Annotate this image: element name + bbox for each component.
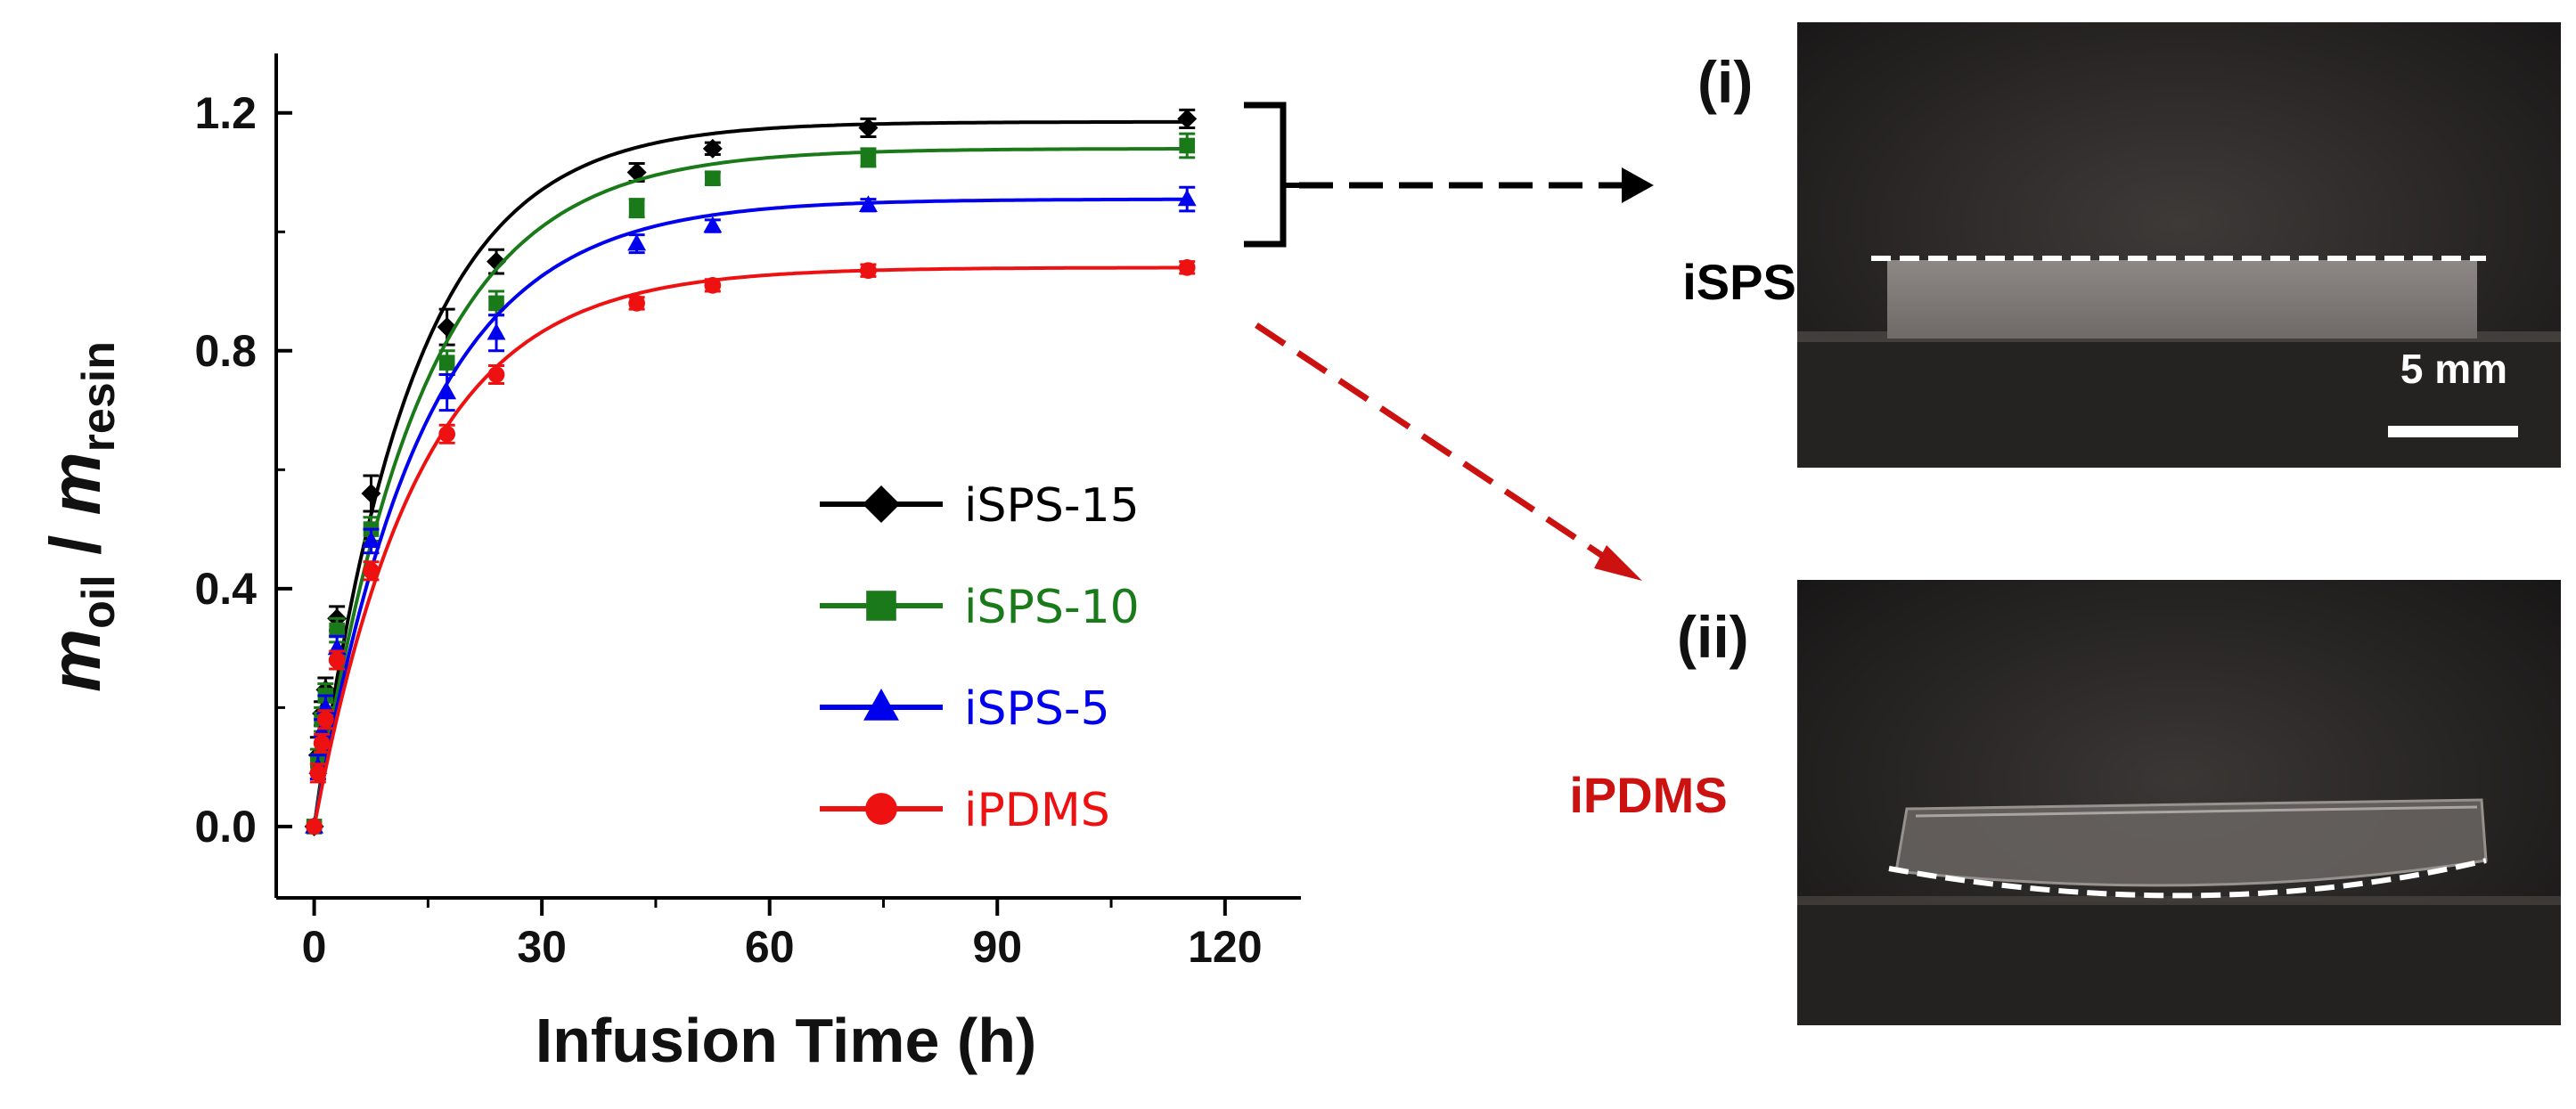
data-point	[487, 322, 506, 340]
ipdms-curved-surface-line	[1888, 858, 2487, 899]
data-point	[628, 295, 645, 312]
data-point	[628, 200, 645, 216]
ipdms-sample-highlight	[1915, 805, 2478, 818]
red-dashed-arrow	[1255, 322, 1619, 568]
ipdms-sample	[1894, 798, 2488, 887]
data-point	[487, 366, 505, 383]
data-point	[1177, 109, 1198, 129]
y-axis-ticks: 0.0 0.4 0.8 1.2	[194, 88, 292, 852]
legend-entry: iSPS-15	[820, 479, 1140, 533]
legend-entry: iSPS-10	[820, 581, 1140, 634]
scale-bar	[2388, 426, 2518, 437]
y-axis-title-sub1: oil	[73, 575, 125, 629]
y-axis-title: moil / mresin	[36, 341, 125, 692]
data-point	[860, 262, 877, 280]
uptake-chart: 0.0 0.4 0.8 1.2 0 30 60 90 120 Infusion Time (h…	[36, 53, 1301, 1075]
legend-marker	[863, 689, 899, 721]
data-point	[1178, 258, 1196, 276]
data-point	[702, 138, 723, 159]
panel-label-i: (i)	[1697, 49, 1753, 115]
photo-bottom-floor-edge	[1797, 896, 2561, 905]
fit-curve	[312, 147, 1188, 828]
sample-label-ipdms: iPDMS	[1569, 767, 1727, 823]
chart-axes	[274, 53, 1301, 900]
isps-sample	[1887, 260, 2477, 338]
legend-marker	[865, 793, 897, 825]
series-iPDMS	[306, 258, 1196, 836]
y-tick-label: 0.0	[194, 802, 257, 852]
y-axis-title-m1: m	[36, 629, 115, 692]
data-point	[487, 251, 507, 272]
x-tick-label: 120	[1188, 922, 1262, 972]
fit-curve	[312, 119, 1188, 828]
x-tick-label: 0	[302, 922, 327, 972]
data-point	[488, 295, 504, 312]
black-arrowhead	[1622, 167, 1654, 203]
y-axis-title-m2: m	[36, 452, 115, 515]
data-point	[306, 818, 323, 836]
legend-label: iSPS-10	[964, 581, 1140, 634]
x-axis-ticks: 0 30 60 90 120	[302, 898, 1263, 972]
photo-top-floor	[1797, 337, 2561, 468]
chart-legend: iSPS-15 iSPS-10 iSPS-5 iPDMS	[820, 479, 1140, 837]
data-point	[309, 764, 327, 782]
legend-label: iSPS-15	[964, 479, 1140, 533]
data-point	[329, 622, 345, 639]
photo-panel-top: 5 mm	[1797, 22, 2561, 468]
data-point	[858, 118, 879, 138]
data-point	[313, 735, 331, 752]
x-axis-title: Infusion Time (h)	[536, 1006, 1037, 1075]
x-tick-label: 30	[517, 922, 567, 972]
data-point	[705, 170, 721, 186]
photo-bottom-floor	[1797, 901, 2561, 1025]
panel-label-ii: (ii)	[1677, 604, 1749, 670]
legend-marker	[866, 591, 896, 621]
data-point	[1179, 137, 1196, 154]
data-point	[1177, 189, 1197, 207]
data-point	[437, 317, 457, 338]
data-point	[438, 355, 455, 371]
red-arrowhead	[1594, 545, 1642, 581]
series-layer	[304, 108, 1198, 836]
y-tick-label: 0.4	[194, 564, 257, 614]
legend-label: iPDMS	[964, 784, 1110, 837]
data-point	[438, 382, 457, 400]
data-point	[703, 216, 723, 233]
data-point	[438, 425, 456, 443]
y-tick-label: 1.2	[194, 88, 257, 138]
legend-entry: iSPS-5	[820, 682, 1110, 736]
legend-label: iSPS-5	[964, 682, 1110, 736]
data-point	[362, 531, 380, 549]
legend-marker	[863, 485, 900, 523]
sample-label-isps: iSPS	[1682, 254, 1796, 310]
photo-panel-bottom	[1797, 580, 2561, 1025]
bracket	[1244, 102, 1287, 248]
data-point	[860, 150, 877, 166]
y-tick-label: 0.8	[194, 326, 257, 376]
scale-bar-label: 5 mm	[2400, 346, 2507, 392]
data-point	[704, 277, 722, 294]
fit-curve	[312, 197, 1188, 828]
legend-entry: iPDMS	[820, 784, 1110, 837]
series-iSPS-10	[306, 132, 1196, 835]
y-axis-title-sub2: resin	[73, 341, 125, 452]
data-point	[858, 195, 878, 212]
data-point	[627, 233, 647, 251]
data-point	[361, 484, 381, 504]
data-point	[363, 562, 380, 580]
data-point	[328, 651, 346, 669]
x-tick-label: 60	[745, 922, 795, 972]
fit-curve	[312, 265, 1188, 828]
x-tick-label: 90	[972, 922, 1022, 972]
data-point	[317, 711, 334, 729]
y-axis-title-sep: /	[36, 515, 115, 575]
annotation-arrows	[1244, 102, 1654, 581]
